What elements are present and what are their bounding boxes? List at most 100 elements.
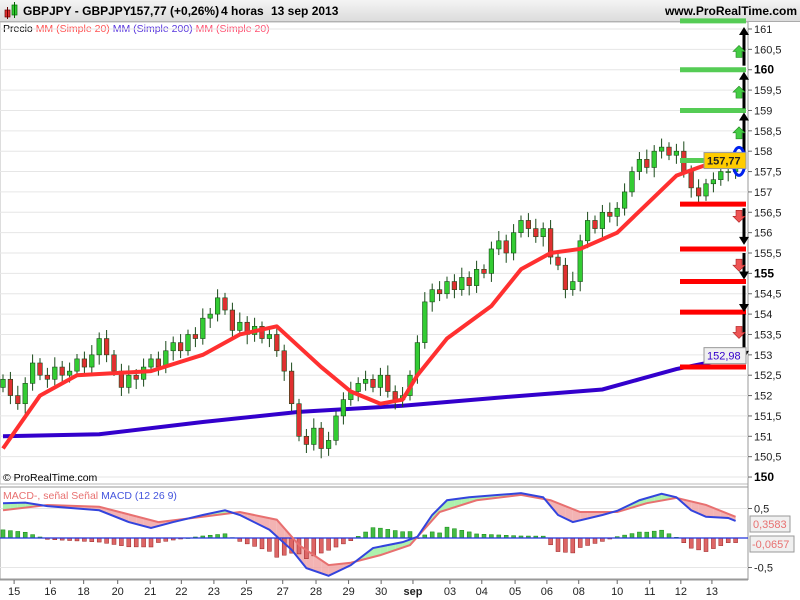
candle [37,358,43,381]
candle [577,234,583,292]
up-arrow-head-icon [739,112,749,121]
candle [104,329,110,363]
candle [29,354,36,391]
candle-body [562,264,568,290]
macd-legend-c: MACD (12 26 9) [101,490,177,502]
y-tick-label: 157 [754,187,772,199]
candle-body [311,427,317,445]
candle-body [7,378,14,396]
candle-body [155,358,162,368]
site-link[interactable]: www.ProRealTime.com [664,4,797,18]
x-tick-label: 30 [375,586,387,598]
candle-body [422,301,428,343]
macd-signal-fill [254,515,262,527]
candle-body [215,297,221,315]
candle [215,289,221,322]
up-arrow-head-icon [739,71,749,80]
macd-signal-fill [3,502,11,511]
candle [244,316,250,345]
macd-signal-fill [565,506,573,523]
macd-histogram-bar [333,537,339,548]
macd-histogram-bar [222,533,228,539]
candle [370,374,376,393]
y-tick-label: 150 [754,470,774,484]
candle-body [533,228,539,238]
candle-body [651,150,657,168]
x-tick-label: 23 [208,586,220,598]
candle [710,172,716,193]
macd-signal-fill [269,518,277,537]
macd-signal-fill [336,563,344,573]
candle [318,422,324,459]
candle [52,357,58,386]
macd-histogram-bar [429,531,435,539]
macd-histogram-bar [555,537,561,552]
candle [274,324,280,357]
candle-body [370,378,376,388]
candle [666,142,672,161]
macd-histogram-bar [341,537,346,545]
candle-body [451,281,458,290]
candle-body [607,211,613,217]
last-price-box [703,152,747,170]
candle-body [362,378,369,384]
candle-body [37,362,43,376]
candle-body [15,395,21,405]
x-tick-label: 20 [112,586,124,598]
signal-value-label: 0,3583 [753,519,787,531]
x-tick-label: 11 [644,586,655,598]
macd-histogram-bar [563,537,568,553]
y-tick-label: 154 [754,309,772,321]
x-tick-label: 16 [44,586,56,598]
red-down-arrow-icon [732,258,746,272]
candle [488,241,495,282]
chart-header: GBPJPY - GBPJPY 157,77 (+0,26%) 4 horas … [0,0,800,22]
candle-body [429,289,435,303]
candle-body [325,440,332,449]
candle [340,392,347,425]
symbol-title: GBPJPY - GBPJPY [23,4,131,18]
candle-body [444,281,450,295]
candle [385,365,391,398]
macd-histogram-bar [452,528,457,539]
candle-body [0,378,6,388]
candle [15,385,21,410]
candle-body [170,342,176,352]
candle [540,222,546,247]
y-tick-label: 157,5 [754,167,782,179]
candle [148,354,154,372]
macd-histogram-bar [688,537,694,549]
y-tick-label: 156,5 [754,207,782,219]
y-tick-label: 152 [754,391,772,403]
candle [496,231,502,256]
candle-body [621,191,628,209]
candle [555,252,561,271]
candle-body [614,207,620,217]
candle-body [303,435,310,445]
candle [459,267,465,296]
macd-signal-fill [365,548,373,559]
candle-body [688,171,694,189]
candle-body [629,171,635,193]
candle-body [725,171,731,173]
histogram-value-label: -0,0657 [752,539,789,551]
macd-histogram-bar [141,537,146,548]
candle [518,215,524,238]
macd-histogram-bar [629,533,635,539]
candle-body [547,228,554,258]
y-tick-label: 158 [754,146,772,158]
candle [592,215,598,234]
candle-body [259,326,265,339]
red-down-arrow-icon [732,210,746,223]
candle-body [377,374,384,388]
macd-histogram-bar [8,530,13,539]
candle-body [488,248,495,274]
y-tick-label: 150,5 [754,452,782,464]
copyright: © ProRealTime.com [3,472,98,484]
candle-body [229,309,236,331]
macd-histogram-bar [148,537,154,548]
candle-body [89,354,95,368]
candlestick-logo-icon [4,2,18,19]
candle-body [59,366,65,376]
